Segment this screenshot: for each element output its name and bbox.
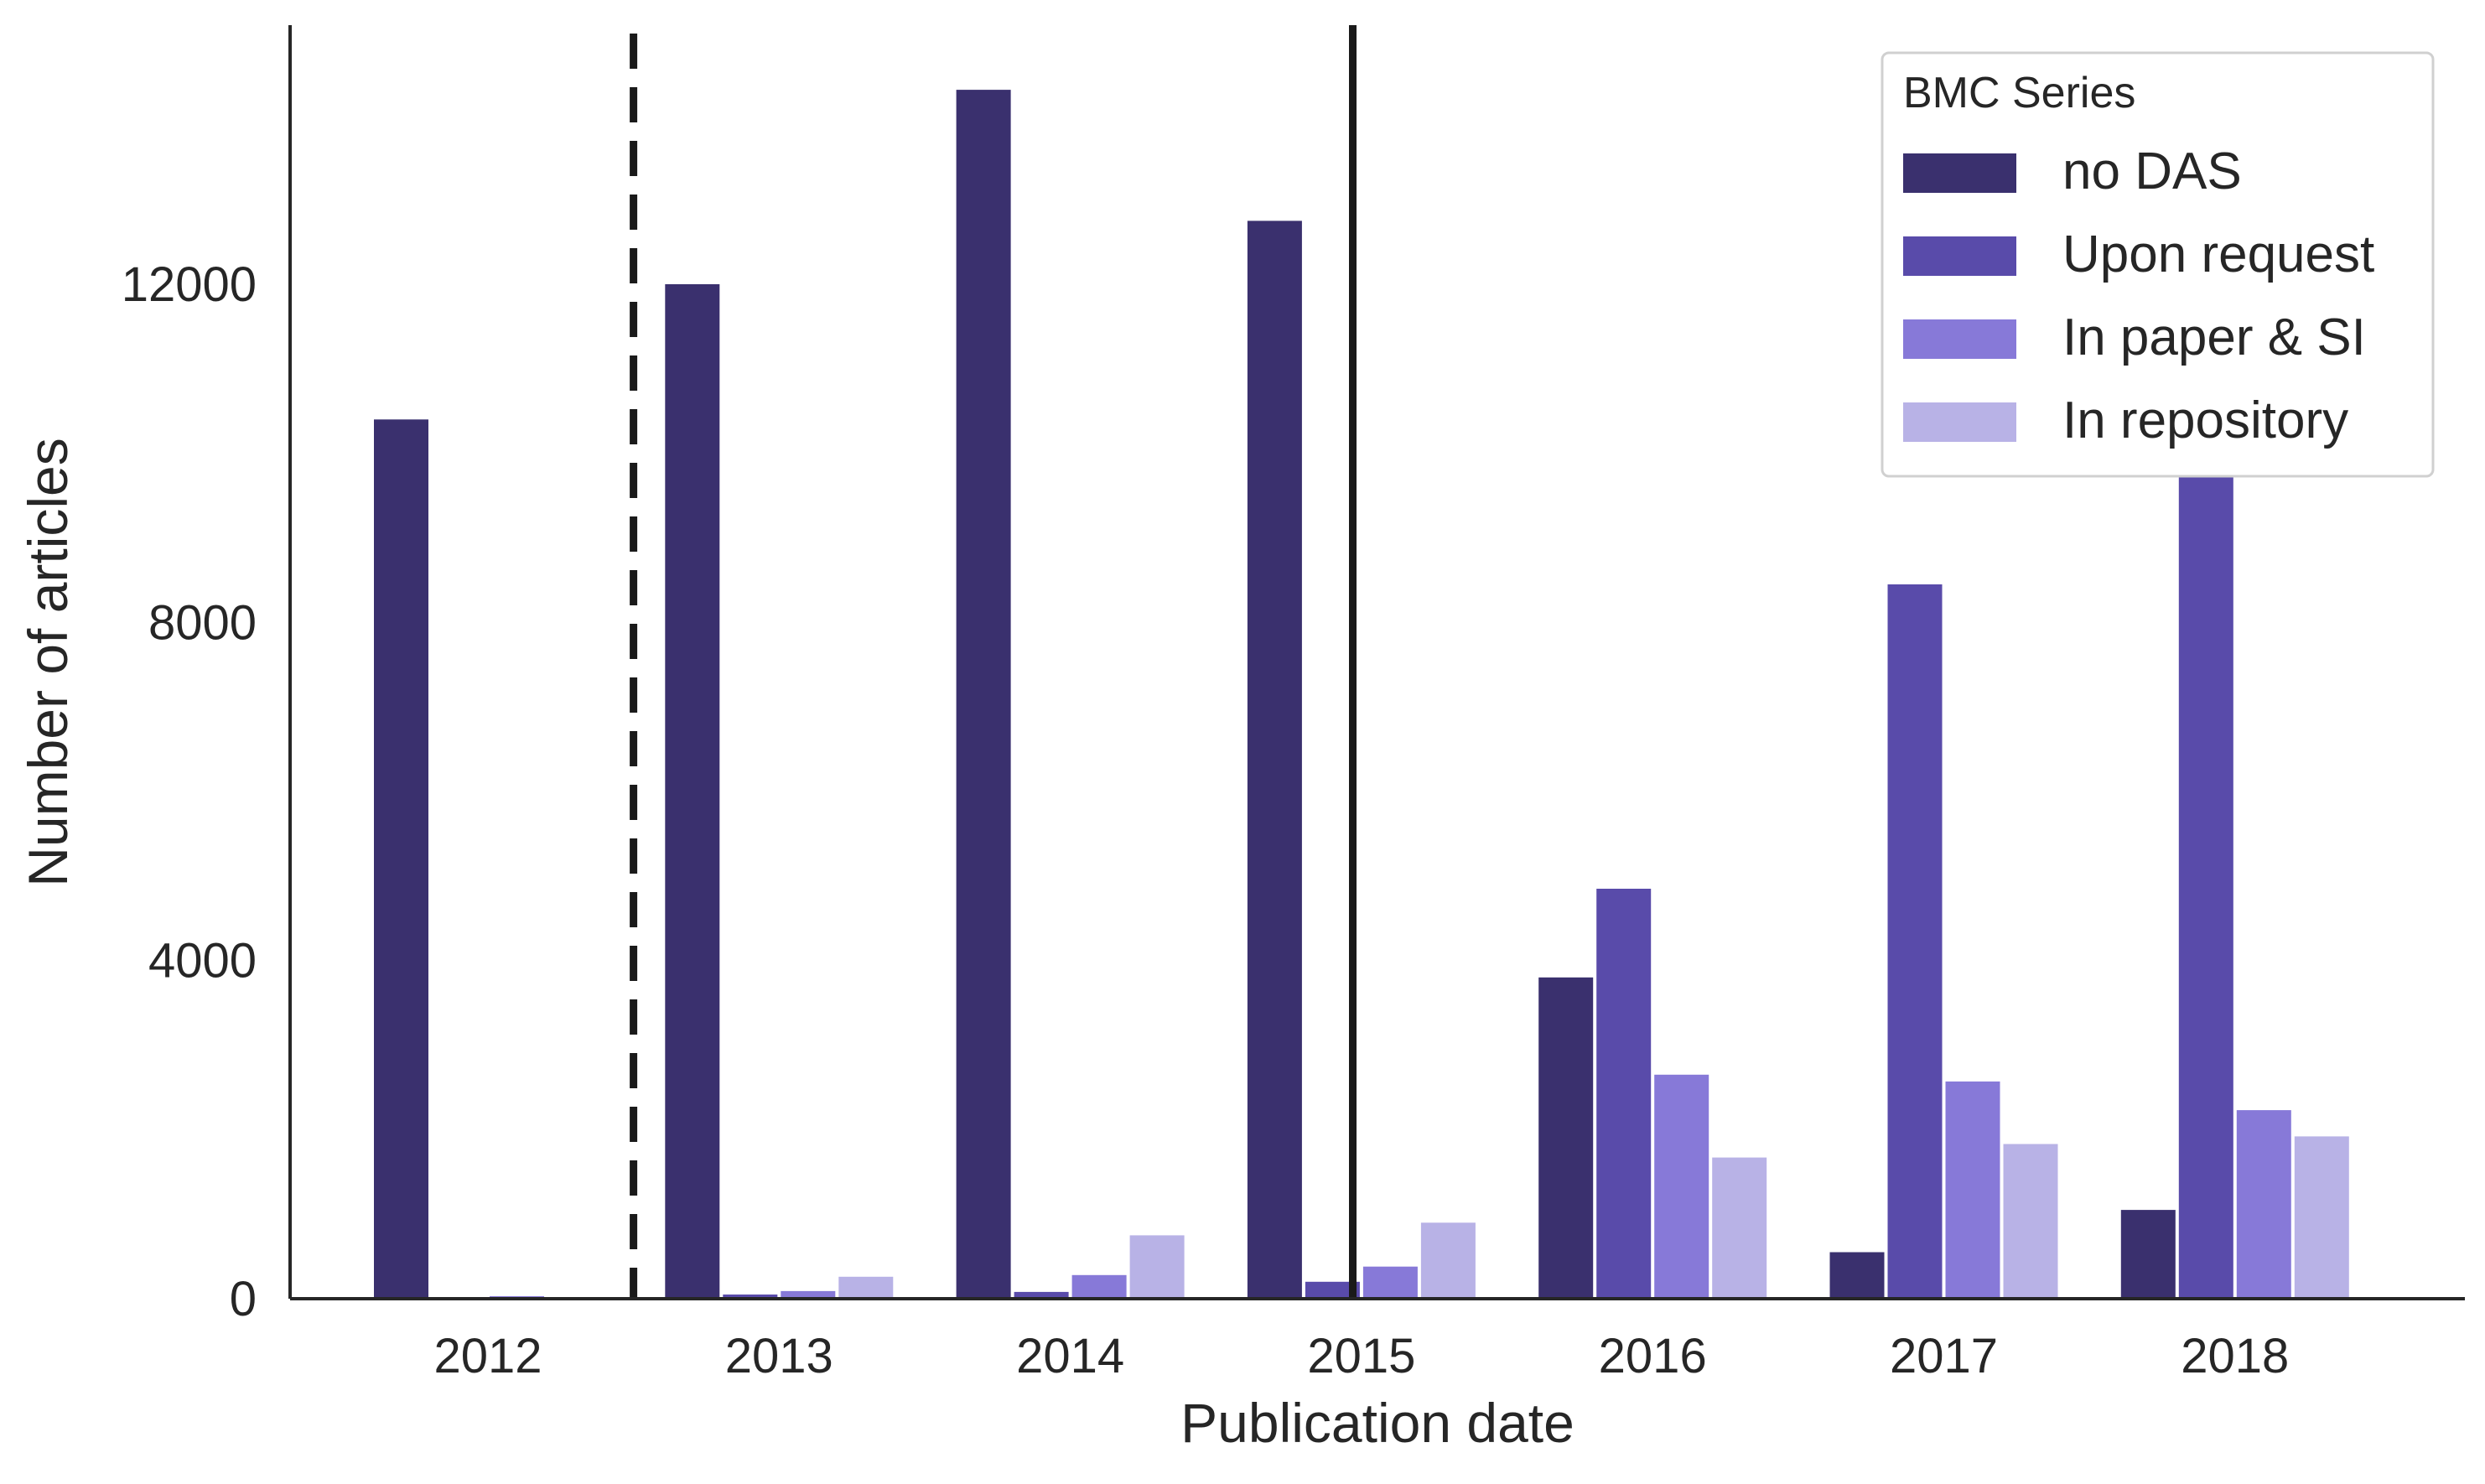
x-tick-label: 2013 xyxy=(725,1329,833,1383)
bar-2017-upon-request xyxy=(1887,584,1943,1299)
x-tick-label: 2016 xyxy=(1599,1329,1707,1383)
bar-2014-in-repository xyxy=(1129,1235,1185,1299)
x-tick-label: 2018 xyxy=(2181,1329,2289,1383)
x-tick-label: 2017 xyxy=(1890,1329,1998,1383)
bar-2016-no-das xyxy=(1538,977,1594,1299)
bar-2018-upon-request xyxy=(2178,465,2233,1299)
bar-2016-in-paper-si xyxy=(1654,1074,1709,1299)
bar-2012-no-das xyxy=(374,419,428,1299)
bars-layer xyxy=(374,90,2349,1300)
bar-2017-in-paper-si xyxy=(1945,1081,2000,1299)
bar-2015-in-repository xyxy=(1420,1222,1476,1300)
bar-2013-in-paper-si xyxy=(781,1290,836,1299)
bar-2014-upon-request xyxy=(1014,1291,1069,1299)
legend-label: Upon request xyxy=(2062,226,2374,283)
bar-2013-in-repository xyxy=(838,1276,894,1299)
bar-2018-no-das xyxy=(2120,1210,2176,1299)
legend-swatch xyxy=(1903,319,2016,359)
bar-2016-upon-request xyxy=(1596,889,1652,1299)
bar-2014-no-das xyxy=(956,90,1011,1300)
y-tick-label: 4000 xyxy=(148,934,257,988)
y-tick-label: 0 xyxy=(230,1272,257,1326)
bar-2015-in-paper-si xyxy=(1362,1266,1418,1299)
axes-layer xyxy=(288,25,2465,1300)
bar-2015-upon-request xyxy=(1305,1281,1360,1299)
y-axis-label: Number of articles xyxy=(17,438,79,887)
legend-swatch xyxy=(1903,236,2016,276)
legend-swatch xyxy=(1903,153,2016,193)
legend: BMC Series no DAS Upon request In paper & … xyxy=(1881,51,2435,478)
legend-label: In paper & SI xyxy=(2062,309,2366,366)
legend-title: BMC Series xyxy=(1903,69,2135,117)
bar-2018-in-repository xyxy=(2294,1136,2349,1299)
x-tick-label: 2014 xyxy=(1016,1329,1124,1383)
y-tick-label: 12000 xyxy=(122,257,257,312)
reference-lines-layer xyxy=(630,25,1357,1299)
legend-items: no DAS Upon request In paper & SI In reposi… xyxy=(1903,143,2374,449)
bar-2016-in-repository xyxy=(1712,1157,1767,1299)
bar-2017-no-das xyxy=(1829,1252,1885,1299)
bar-2013-no-das xyxy=(665,284,720,1299)
x-axis-label: Publication date xyxy=(1180,1392,1575,1454)
bar-2015-no-das xyxy=(1247,221,1302,1299)
legend-label: no DAS xyxy=(2062,143,2242,200)
legend-label: In repository xyxy=(2062,392,2348,449)
x-tick-label: 2012 xyxy=(433,1329,542,1383)
x-tick-label: 2015 xyxy=(1307,1329,1415,1383)
bar-2018-in-paper-si xyxy=(2236,1110,2291,1299)
bar-2014-in-paper-si xyxy=(1071,1274,1127,1299)
bar-2017-in-repository xyxy=(2003,1144,2058,1299)
ticks-layer: 2012 2013 2014 2015 2016 2017 2018 0 4000 8000 120… xyxy=(122,257,2290,1383)
bar-2013-upon-request xyxy=(723,1295,778,1299)
legend-swatch xyxy=(1903,402,2016,442)
y-tick-label: 8000 xyxy=(148,595,257,650)
legend-frame xyxy=(1881,51,2435,478)
